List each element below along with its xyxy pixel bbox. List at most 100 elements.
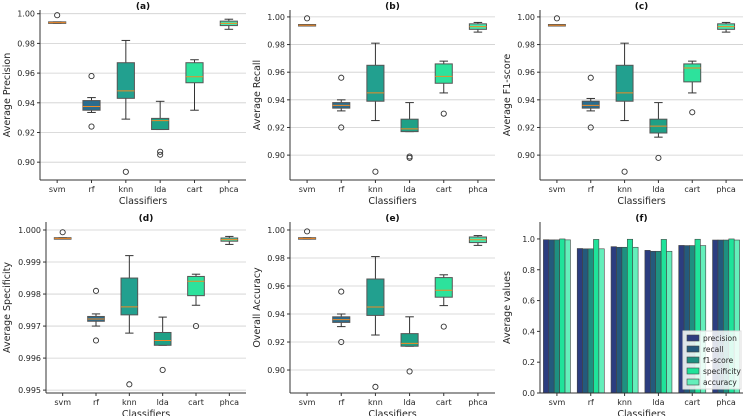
- box-iqr: [581, 100, 600, 109]
- outlier-point: [689, 109, 696, 116]
- y-tick-label: 0.2: [522, 358, 535, 367]
- bar-precision-rf: [576, 248, 583, 394]
- panel-title: (a): [136, 2, 150, 12]
- bar-accuracy-rf: [598, 248, 605, 394]
- x-tick-label: phca: [220, 398, 240, 407]
- x-tick-label: knn: [368, 398, 383, 407]
- legend-swatch: [686, 356, 700, 364]
- box-phca: [717, 21, 736, 33]
- box-cart: [185, 59, 204, 111]
- box-rf: [82, 73, 101, 130]
- y-tick-label: 0.94: [267, 310, 285, 319]
- outlier-point: [88, 73, 95, 80]
- box-phca: [468, 21, 487, 33]
- y-tick-label: 0.94: [17, 99, 35, 108]
- x-tick-label: knn: [122, 398, 137, 407]
- box-svm: [298, 228, 317, 240]
- x-tick-label: phca: [716, 398, 736, 407]
- x-tick-label: rf: [93, 398, 99, 407]
- box-svm: [547, 15, 566, 27]
- legend-swatch: [686, 345, 700, 353]
- x-tick-label: phca: [468, 185, 488, 194]
- panel-title: (d): [139, 214, 154, 224]
- legend-label: accuracy: [703, 378, 737, 387]
- x-tick-label: lda: [403, 398, 415, 407]
- box-iqr: [185, 62, 204, 84]
- y-tick-label: 0.98: [17, 39, 35, 48]
- outlier-point: [304, 228, 311, 235]
- bar-f1-score-lda: [655, 250, 662, 394]
- x-tick-label: phca: [468, 398, 488, 407]
- y-axis-label: Average Specificity: [2, 262, 13, 353]
- bar-accuracy-svm: [564, 239, 571, 394]
- y-tick-label: 0.92: [267, 123, 285, 132]
- panel-f: 0.0 0.2 0.4 0.6 0.8 1.0 svm rf knn lda cart phca pre…: [502, 214, 743, 416]
- box-iqr: [400, 333, 419, 347]
- box-rf: [581, 74, 600, 131]
- outlier-point: [655, 154, 662, 161]
- panel-a: 0.90 0.92 0.94 0.96 0.98 1.00 svm rf knn lda cart p…: [2, 2, 246, 207]
- bar-precision-lda: [644, 250, 651, 394]
- outlier-point: [304, 15, 311, 22]
- y-tick-label: 0.90: [517, 151, 535, 160]
- outlier-point: [159, 366, 166, 373]
- y-tick-label: 0.90: [17, 158, 35, 167]
- y-tick-label: 0.998: [18, 290, 41, 299]
- y-tick-label: 0.90: [267, 151, 285, 160]
- y-tick-label: 0.94: [517, 96, 535, 105]
- x-tick-label: rf: [88, 185, 94, 194]
- x-tick-label: cart: [684, 398, 700, 407]
- box-iqr: [615, 64, 634, 102]
- legend-swatch: [686, 378, 700, 386]
- box-iqr: [120, 277, 139, 316]
- outlier-point: [440, 110, 447, 117]
- box-iqr: [434, 277, 453, 298]
- y-axis-label: Average Recall: [252, 60, 263, 130]
- box-rf: [87, 287, 105, 344]
- box-cart: [434, 274, 453, 330]
- legend-label: specificity: [703, 367, 741, 376]
- bar-f1-score-rf: [587, 248, 594, 394]
- y-tick-label: 1.00: [267, 13, 285, 22]
- legend-swatch: [686, 334, 700, 342]
- legend-label: f1-score: [703, 356, 734, 365]
- outlier-point: [338, 338, 345, 346]
- box-cart: [683, 60, 702, 116]
- x-tick-label: svm: [299, 398, 316, 407]
- bar-recall-knn: [616, 246, 623, 394]
- outlier-point: [553, 15, 560, 22]
- x-tick-label: cart: [436, 185, 452, 194]
- x-axis-label: Classifiers: [119, 196, 167, 207]
- x-tick-label: svm: [299, 185, 316, 194]
- x-axis-label: Classifiers: [617, 196, 665, 207]
- box-iqr: [434, 63, 453, 84]
- outlier-point: [406, 368, 413, 375]
- box-rf: [332, 74, 351, 131]
- panel-c: 0.90 0.92 0.94 0.96 0.98 1.00 svm rf knn lda cart p…: [502, 2, 743, 207]
- outlier-point: [372, 168, 379, 175]
- box-iqr: [153, 331, 172, 346]
- outlier-point: [122, 168, 129, 175]
- x-tick-label: rf: [338, 398, 344, 407]
- box-knn: [116, 39, 135, 175]
- bar-precision-svm: [543, 239, 550, 394]
- y-tick-label: 1.00: [517, 13, 535, 22]
- outlier-point: [54, 12, 61, 19]
- y-tick-label: 0.96: [267, 282, 285, 291]
- y-tick-label: 0.6: [522, 297, 535, 306]
- box-lda: [153, 316, 172, 373]
- legend-label: precision: [703, 334, 737, 343]
- box-lda: [649, 102, 668, 161]
- outlier-point: [372, 383, 379, 390]
- y-tick-label: 0.98: [517, 41, 535, 50]
- panel-d: 0.995 0.996 0.997 0.998 0.999 1.000 svm rf knn ld…: [2, 214, 246, 416]
- box-lda: [400, 316, 419, 375]
- y-tick-label: 0.96: [517, 68, 535, 77]
- x-tick-label: lda: [652, 398, 664, 407]
- bar-precision-knn: [610, 246, 617, 394]
- y-tick-label: 0.996: [18, 354, 41, 363]
- y-tick-label: 0.4: [522, 327, 535, 336]
- outlier-point: [92, 287, 100, 294]
- y-tick-label: 0.92: [17, 128, 35, 137]
- x-tick-label: svm: [54, 398, 71, 407]
